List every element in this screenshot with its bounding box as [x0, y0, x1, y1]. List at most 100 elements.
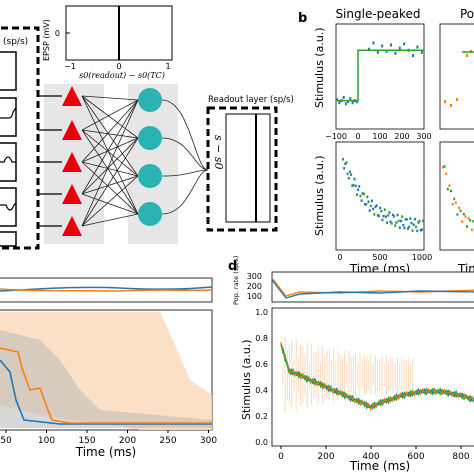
b-plot-bottom-right: [439, 141, 474, 251]
b-scatter-point: [416, 45, 419, 49]
b-scatter-point: [420, 50, 423, 54]
epsp-ytick: 0: [55, 29, 60, 38]
b-decay-point: [395, 221, 398, 224]
readout-title: Readout layer (sp/s): [208, 95, 294, 105]
synapse: [81, 99, 139, 163]
d-pop-ytick: 200: [247, 282, 262, 291]
b-top-xticks: −100 0 100 200 300: [325, 132, 432, 141]
synapse: [81, 161, 139, 177]
b-decay-point: [342, 158, 344, 161]
b-decay-point: [458, 206, 460, 210]
b-decay-point: [462, 212, 465, 216]
input-rate-label: (sp/s): [3, 37, 28, 47]
b-xtick: 200: [394, 132, 409, 141]
d-ytick: 1.0: [255, 308, 268, 317]
b-decay-point: [411, 229, 414, 232]
c-blue-line: [0, 359, 212, 425]
epsp-inset: EPSP (mV) 0 −1 0 1: [42, 5, 173, 71]
b-decay-point: [403, 226, 406, 230]
b-decay-point: [400, 219, 402, 223]
b-decay-point: [359, 194, 362, 198]
b-decay-point: [361, 192, 364, 195]
b-title-single: Single-peaked: [335, 7, 420, 21]
c-xlabel: Time (ms): [75, 445, 137, 459]
b-plot-top-right: [439, 23, 474, 130]
b-decay-point: [371, 199, 373, 203]
input-neuron: [62, 216, 82, 236]
b-decay-point: [454, 201, 457, 204]
b-decay-point: [350, 173, 353, 176]
b-decay-point: [418, 219, 421, 223]
b-decay-point: [402, 223, 405, 227]
b-decay-point: [388, 211, 391, 214]
d-xtick: 600: [407, 452, 424, 462]
b-decay-point: [405, 218, 408, 221]
b-decay-point: [396, 213, 399, 217]
b-decay-point: [387, 214, 390, 217]
b-scatter-point: [372, 41, 375, 45]
input-neuron: [62, 152, 82, 172]
b-scatter-point: [403, 42, 406, 46]
b-decay-point: [369, 204, 372, 208]
b-decay-point: [404, 218, 407, 221]
b-scatter-point: [381, 44, 384, 48]
b-scatter-point: [456, 98, 458, 101]
hidden-neuron: [138, 202, 162, 226]
readout-diff-label: s0(readout) − s0(TC): [79, 71, 165, 80]
b-decay-point: [352, 183, 355, 187]
d-xtick: 200: [317, 452, 334, 462]
hidden-neuron: [138, 126, 162, 150]
b-decay-point: [391, 213, 394, 217]
b-scatter-point: [344, 102, 347, 106]
c-xtick: 250: [159, 436, 176, 446]
b-decay-point: [375, 204, 378, 207]
b-decay-point: [412, 223, 415, 226]
b-scatter-point: [398, 46, 401, 50]
b-decay-point: [358, 185, 361, 188]
b-xtick: −100: [325, 132, 347, 141]
b-scatter-point: [342, 96, 345, 99]
b-decay-point: [472, 219, 474, 223]
d-yticks: 1.0 0.8 0.6 0.4 0.2 0.0: [255, 308, 268, 447]
readout-dashed-box: [206, 106, 278, 232]
epsp-ylabel: EPSP (mV): [42, 19, 51, 61]
b-decay-point: [415, 225, 418, 229]
b-decay-point: [380, 209, 383, 213]
input-neuron: [62, 184, 82, 204]
b-scatter-point: [412, 54, 414, 57]
c-orange-line: [0, 347, 212, 424]
b-top-right-marks: [444, 50, 474, 107]
synapse: [81, 129, 139, 177]
b-decay-point: [409, 217, 412, 220]
synapse: [81, 137, 139, 227]
b-decay-point: [445, 172, 448, 176]
b-xtick: 1000: [412, 253, 432, 262]
b-decay-point: [456, 213, 459, 216]
input-dashed-box: [0, 26, 40, 250]
d-pop-ylabel: Pop. rate (sp/s): [232, 256, 240, 305]
readout-plot: [225, 113, 271, 223]
b-decay-point: [420, 228, 423, 231]
synapse: [81, 137, 139, 195]
b-decay-point: [393, 215, 396, 218]
c-xticks: 50 100 150 200 250 300: [0, 430, 217, 446]
panel-letter-d: d: [228, 259, 237, 274]
b-xtick: 0: [337, 253, 342, 262]
b-scatter-point: [450, 104, 452, 107]
b-decay-point: [398, 226, 401, 229]
d-xticks: 0 200 400 600 800: [278, 446, 470, 462]
b-decay-point: [343, 167, 346, 170]
c-xtick: 100: [38, 436, 55, 446]
c-xtick: 150: [78, 436, 95, 446]
synapse: [81, 95, 139, 139]
d-xtick: 800: [452, 452, 469, 462]
b-decay-point: [383, 208, 386, 211]
b-decay-point: [364, 203, 367, 206]
input-arrows: [38, 95, 62, 227]
b-decay-point: [461, 220, 464, 223]
b-decay-point: [469, 219, 472, 222]
b-decay-point: [381, 218, 384, 222]
b-decay-point: [386, 221, 389, 224]
d-xtick: 0: [278, 452, 284, 462]
b-plot-bottom-left: [335, 141, 425, 251]
